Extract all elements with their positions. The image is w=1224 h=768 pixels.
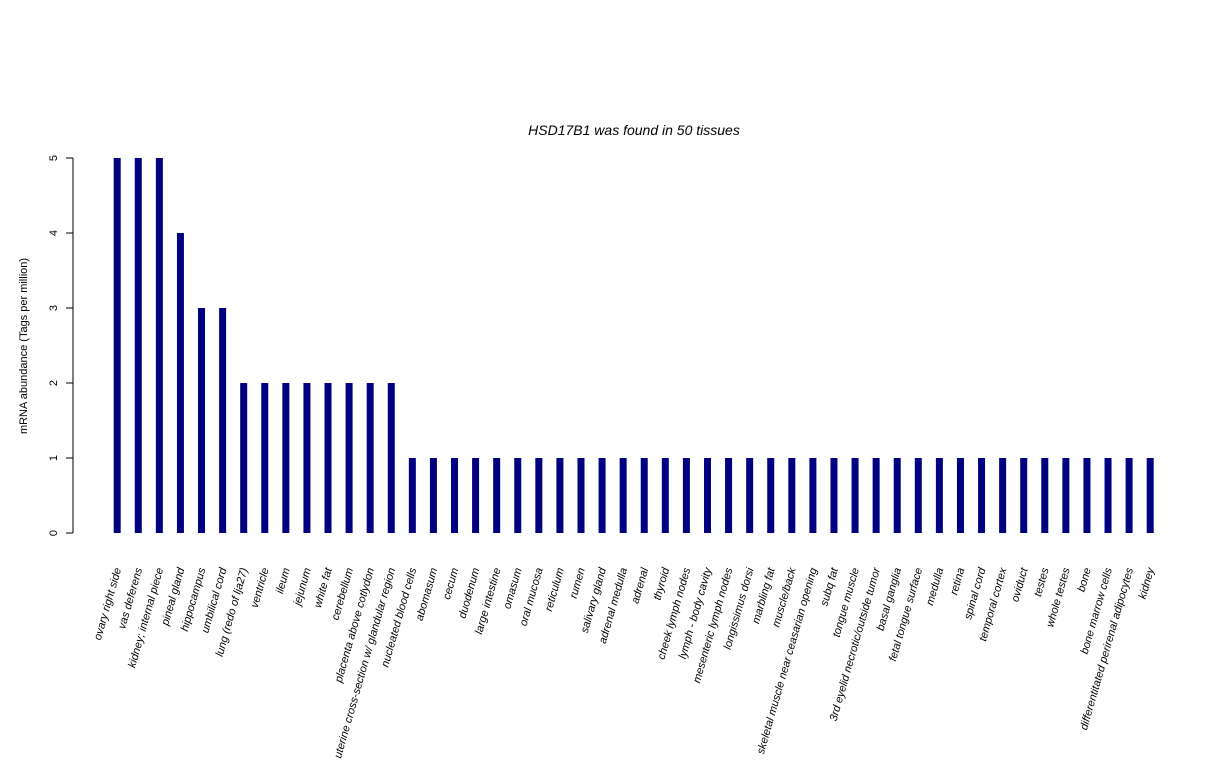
y-tick-label: 3 — [48, 305, 60, 311]
bar — [134, 158, 142, 533]
y-tick-label: 2 — [48, 380, 60, 386]
bar — [387, 383, 395, 533]
bar — [451, 458, 459, 533]
x-tick-label: white fat — [312, 566, 335, 610]
bar — [1125, 458, 1133, 533]
bar — [219, 308, 227, 533]
y-axis-label: mRNA abundance (Tags per million) — [18, 258, 30, 434]
bar — [345, 383, 353, 533]
bar — [577, 458, 585, 533]
bar — [830, 458, 838, 533]
bar — [1020, 458, 1028, 533]
bar — [767, 458, 775, 533]
x-tick-label: subq fat — [819, 566, 842, 608]
x-tick-label: rumen — [568, 567, 588, 600]
bar — [598, 458, 606, 533]
bar — [493, 458, 501, 533]
x-tick-label: reticulum — [543, 567, 567, 613]
y-tick-label: 4 — [48, 230, 60, 236]
bar — [1083, 458, 1091, 533]
bar — [1104, 458, 1112, 533]
bar — [914, 458, 922, 533]
y-tick-label: 5 — [48, 155, 60, 161]
bar — [198, 308, 206, 533]
bar — [640, 458, 648, 533]
bar — [999, 458, 1007, 533]
bar — [935, 458, 943, 533]
bar — [1062, 458, 1070, 533]
bar — [155, 158, 163, 533]
bar — [429, 458, 437, 533]
bar — [1146, 458, 1154, 533]
x-tick-label: omasum — [501, 567, 524, 611]
y-tick-label: 1 — [48, 455, 60, 461]
x-tick-label: bone — [1076, 567, 1094, 594]
bar — [556, 458, 564, 533]
bar — [282, 383, 290, 533]
bar — [472, 458, 480, 533]
x-tick-label: thyroid — [652, 566, 673, 602]
x-tick-label: ventricle — [249, 567, 272, 610]
x-tick-label: oviduct — [1009, 566, 1030, 604]
x-tick-label: ileum — [274, 567, 293, 596]
bar — [746, 458, 754, 533]
x-tick-label: medulla — [924, 567, 946, 607]
bar — [851, 458, 859, 533]
bar — [514, 458, 522, 533]
bar — [682, 458, 690, 533]
bar — [303, 383, 311, 533]
bars-group — [113, 158, 1154, 533]
bar — [261, 383, 269, 533]
y-tick-label: 0 — [48, 530, 60, 536]
x-tick-label: testes — [1032, 566, 1052, 598]
bar — [872, 458, 880, 533]
bar — [1041, 458, 1049, 533]
bar — [408, 458, 416, 533]
bar — [240, 383, 248, 533]
bar — [893, 458, 901, 533]
bar — [725, 458, 733, 533]
x-tick-label: cecum — [441, 567, 461, 601]
bar — [366, 383, 374, 533]
x-tick-label: adrenal — [629, 566, 651, 605]
bar — [788, 458, 796, 533]
bar — [176, 233, 184, 533]
bar — [535, 458, 543, 533]
bar — [661, 458, 669, 533]
x-tick-label: jejunum — [291, 567, 314, 609]
chart-title: HSD17B1 was found in 50 tissues — [528, 122, 740, 138]
x-tick-label: kidney — [1137, 565, 1158, 600]
bar — [703, 458, 711, 533]
bar — [956, 458, 964, 533]
y-axis: 0 1 2 3 4 5 — [48, 155, 74, 536]
bar — [619, 458, 627, 533]
x-tick-label: ovary right side — [92, 567, 124, 642]
bar — [113, 158, 121, 533]
bar — [324, 383, 332, 533]
x-tick-label: retina — [948, 567, 967, 597]
bar — [978, 458, 986, 533]
bar — [809, 458, 817, 533]
